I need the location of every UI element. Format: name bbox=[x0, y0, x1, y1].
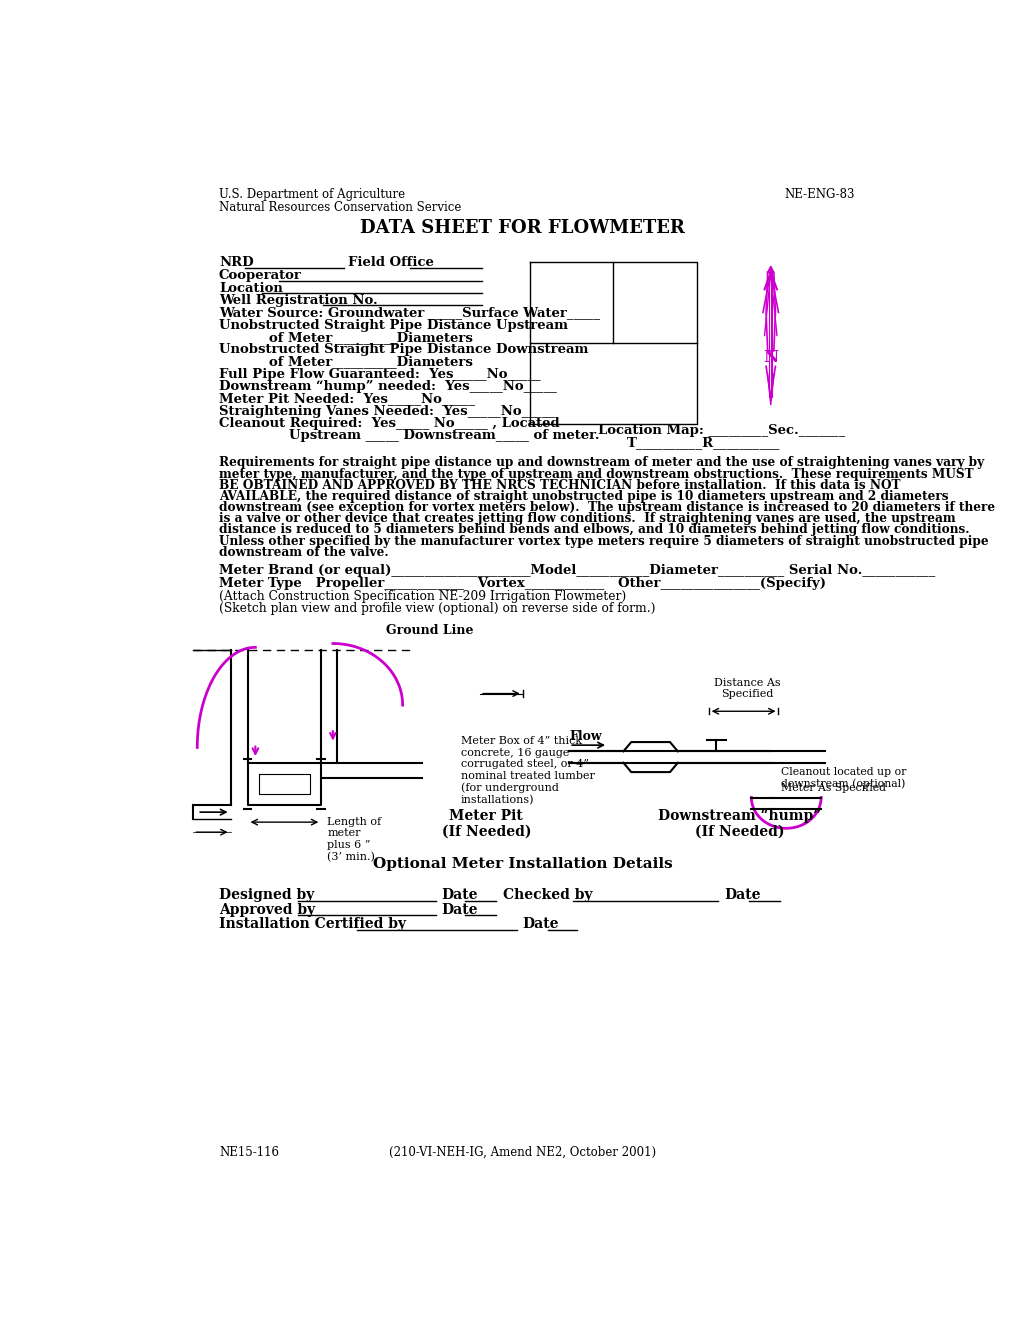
Text: meter type, manufacturer, and the type of upstream and downstream obstructions. : meter type, manufacturer, and the type o… bbox=[219, 467, 972, 480]
Text: Optional Meter Installation Details: Optional Meter Installation Details bbox=[373, 858, 672, 871]
Text: downstream of the valve.: downstream of the valve. bbox=[219, 545, 388, 558]
Text: distance is reduced to 5 diameters behind bends and elbows, and 10 diameters beh: distance is reduced to 5 diameters behin… bbox=[219, 524, 968, 536]
Text: of Meter _________Diameters: of Meter _________Diameters bbox=[269, 331, 473, 345]
Text: Natural Resources Conservation Service: Natural Resources Conservation Service bbox=[219, 201, 461, 214]
Text: NE-ENG-83: NE-ENG-83 bbox=[784, 189, 854, 202]
Text: downstream (see exception for vortex meters below).  The upstream distance is in: downstream (see exception for vortex met… bbox=[219, 502, 995, 513]
Text: Unless other specified by the manufacturer vortex type meters require 5 diameter: Unless other specified by the manufactur… bbox=[219, 535, 987, 548]
Text: Checked by: Checked by bbox=[502, 888, 592, 902]
Text: Full Pipe Flow Guaranteed:  Yes_____No_____: Full Pipe Flow Guaranteed: Yes_____No___… bbox=[219, 368, 540, 381]
Text: Meter Type   Propeller____________   Vortex____________   Other_______________(S: Meter Type Propeller____________ Vortex_… bbox=[219, 577, 825, 590]
Text: NRD: NRD bbox=[219, 256, 254, 269]
Text: Meter Box of 4” thick
concrete, 16 gauge
corrugated steel, or 4”
nominal treated: Meter Box of 4” thick concrete, 16 gauge… bbox=[461, 737, 594, 805]
Text: Installation Certified by: Installation Certified by bbox=[219, 917, 406, 932]
Text: Designed by: Designed by bbox=[219, 888, 314, 902]
Text: BE OBTAINED AND APPROVED BY THE NRCS TECHNICIAN before installation.  If this da: BE OBTAINED AND APPROVED BY THE NRCS TEC… bbox=[219, 479, 900, 492]
Text: Field Office: Field Office bbox=[348, 256, 434, 269]
Text: Cleanout Required:  Yes_____ No_____ , Located: Cleanout Required: Yes_____ No_____ , Lo… bbox=[219, 417, 559, 430]
Text: Length of
meter
plus 6 ”
(3’ min.): Length of meter plus 6 ” (3’ min.) bbox=[327, 817, 381, 862]
Text: DATA SHEET FOR FLOWMETER: DATA SHEET FOR FLOWMETER bbox=[360, 219, 685, 238]
Text: Meter Brand (or equal)_____________________Model___________Diameter__________ Se: Meter Brand (or equal)__________________… bbox=[219, 564, 934, 577]
Text: Meter Pit Needed:  Yes_____No_____: Meter Pit Needed: Yes_____No_____ bbox=[219, 392, 475, 405]
Polygon shape bbox=[767, 267, 773, 272]
Text: Distance As
Specified: Distance As Specified bbox=[713, 677, 781, 700]
Text: Date: Date bbox=[723, 888, 760, 902]
Text: Approved by: Approved by bbox=[219, 903, 315, 917]
Text: (Sketch plan view and profile view (optional) on reverse side of form.): (Sketch plan view and profile view (opti… bbox=[219, 602, 655, 615]
Text: Ground Line: Ground Line bbox=[385, 624, 473, 638]
Text: Meter Pit
(If Needed): Meter Pit (If Needed) bbox=[441, 809, 531, 840]
Text: (Attach Construction Specification NE-209 Irrigation Flowmeter): (Attach Construction Specification NE-20… bbox=[219, 590, 626, 603]
Text: AVAILABLE, the required distance of straight unobstructed pipe is 10 diameters u: AVAILABLE, the required distance of stra… bbox=[219, 490, 948, 503]
Text: Date: Date bbox=[441, 888, 478, 902]
Text: of Meter _________Diameters: of Meter _________Diameters bbox=[269, 355, 473, 368]
Text: NE15-116: NE15-116 bbox=[219, 1146, 278, 1159]
Text: Upstream _____ Downstream_____ of meter.: Upstream _____ Downstream_____ of meter. bbox=[288, 429, 599, 442]
Text: Downstream “hump”
(If Needed): Downstream “hump” (If Needed) bbox=[657, 809, 820, 840]
Text: Meter As Specified: Meter As Specified bbox=[781, 783, 884, 793]
Text: Cooperator: Cooperator bbox=[219, 269, 302, 282]
Text: Well Registration No.: Well Registration No. bbox=[219, 294, 377, 308]
Text: Water Source: Groundwater _____Surface Water_____: Water Source: Groundwater _____Surface W… bbox=[219, 306, 599, 319]
Text: Unobstructed Straight Pipe Distance Downstream: Unobstructed Straight Pipe Distance Down… bbox=[219, 343, 588, 356]
Text: Date: Date bbox=[441, 903, 478, 917]
Text: Location: Location bbox=[219, 281, 282, 294]
Text: T__________R__________: T__________R__________ bbox=[627, 437, 780, 449]
Text: Requirements for straight pipe distance up and downstream of meter and the use o: Requirements for straight pipe distance … bbox=[219, 457, 983, 470]
Text: U.S. Department of Agriculture: U.S. Department of Agriculture bbox=[219, 189, 405, 202]
Text: is a valve or other device that creates jetting flow conditions.  If straighteni: is a valve or other device that creates … bbox=[219, 512, 955, 525]
Text: Straightening Vanes Needed:  Yes_____No_____: Straightening Vanes Needed: Yes_____No__… bbox=[219, 405, 554, 418]
Text: Unobstructed Straight Pipe Distance Upstream: Unobstructed Straight Pipe Distance Upst… bbox=[219, 318, 568, 331]
Text: Cleanout located up or
downstream (optional): Cleanout located up or downstream (optio… bbox=[781, 767, 905, 789]
Text: Flow: Flow bbox=[569, 730, 601, 743]
Text: Date: Date bbox=[522, 917, 558, 932]
Text: Downstream “hump” needed:  Yes_____No_____: Downstream “hump” needed: Yes_____No____… bbox=[219, 380, 556, 393]
Text: (210-VI-NEH-IG, Amend NE2, October 2001): (210-VI-NEH-IG, Amend NE2, October 2001) bbox=[389, 1146, 655, 1159]
Text: N: N bbox=[762, 350, 777, 367]
Text: Location Map: _________Sec._______: Location Map: _________Sec._______ bbox=[597, 424, 844, 437]
